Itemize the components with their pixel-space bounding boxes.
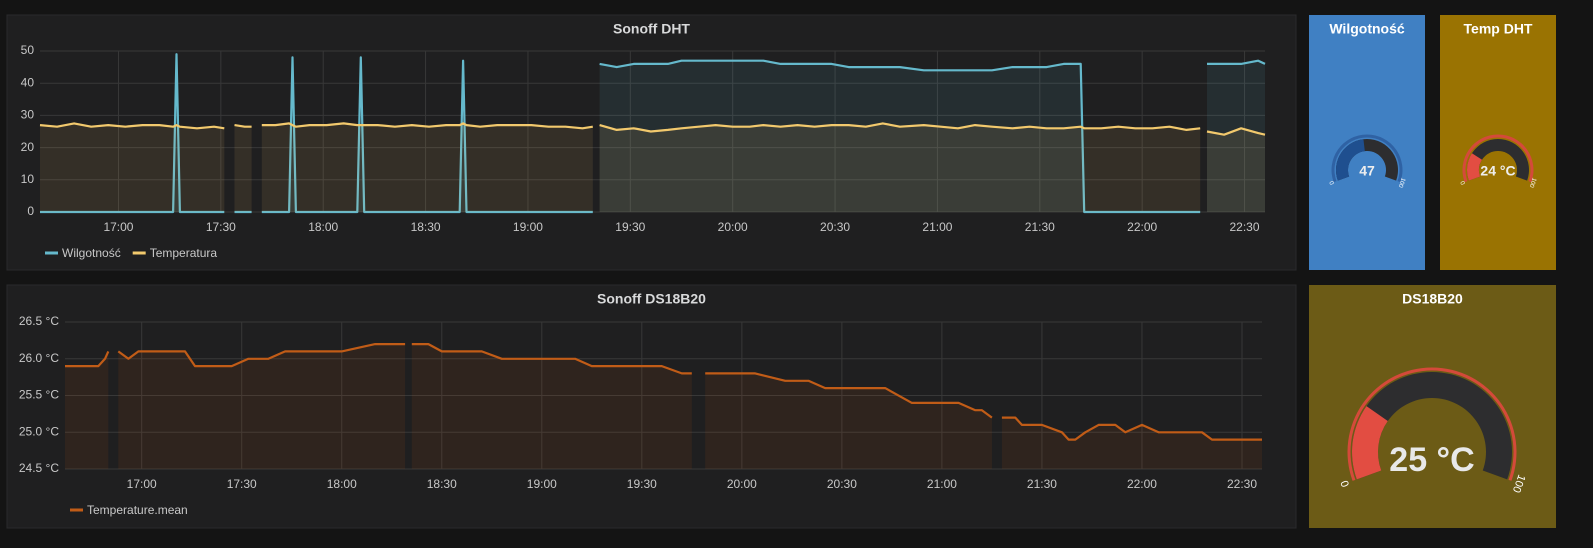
gauge-value-arc	[1467, 153, 1483, 181]
y-tick-label: 40	[21, 75, 35, 89]
panel	[6, 14, 1297, 271]
x-tick-label: 20:30	[820, 220, 850, 234]
gauge-value: 47	[1359, 163, 1375, 179]
x-tick-label: 18:30	[411, 220, 441, 234]
series-area	[40, 123, 1265, 212]
series-line	[40, 53, 1266, 214]
y-tick-label: 0	[27, 204, 34, 218]
panel-title: Sonoff DHT	[613, 21, 690, 37]
x-tick-label: 17:00	[103, 220, 133, 234]
y-tick-label: 10	[21, 172, 35, 186]
x-tick-label: 19:30	[615, 220, 645, 234]
series-line	[65, 343, 1262, 441]
x-tick-label: 18:00	[308, 220, 338, 234]
x-tick-label: 20:30	[827, 477, 857, 491]
x-tick-label: 22:30	[1230, 220, 1260, 234]
x-tick-label: 22:00	[1127, 477, 1157, 491]
x-tick-label: 19:00	[513, 220, 543, 234]
x-tick-label: 19:30	[627, 477, 657, 491]
gauge-value: 25 °C	[1389, 441, 1474, 479]
panel-title: Sonoff DS18B20	[597, 291, 706, 307]
x-tick-label: 21:00	[927, 477, 957, 491]
gauge-tick-label: 0	[1339, 479, 1352, 489]
panel-title: DS18B20	[1402, 291, 1463, 307]
series-area	[65, 344, 1262, 469]
x-tick-label: 21:30	[1027, 477, 1057, 491]
x-tick-label: 17:30	[227, 477, 257, 491]
x-tick-label: 19:00	[527, 477, 557, 491]
x-tick-label: 22:00	[1127, 220, 1157, 234]
gauge-tick-label: 0	[1329, 179, 1336, 185]
y-tick-label: 25.0 °C	[19, 424, 59, 438]
x-tick-label: 17:00	[127, 477, 157, 491]
panel	[6, 284, 1297, 529]
x-tick-label: 21:00	[922, 220, 952, 234]
gauge-tick-label: 0	[1460, 179, 1467, 185]
panel-title: Wilgotność	[1329, 21, 1405, 37]
x-tick-label: 21:30	[1025, 220, 1055, 234]
gauge-tick-label: 100	[1527, 177, 1536, 189]
gauge-value-arc	[1336, 139, 1365, 181]
x-tick-label: 22:30	[1227, 477, 1257, 491]
x-tick-label: 18:30	[427, 477, 457, 491]
gauge-value-arc	[1352, 406, 1388, 480]
x-tick-label: 20:00	[718, 220, 748, 234]
gauge-tick-label: 100	[1396, 177, 1405, 189]
y-tick-label: 24.5 °C	[19, 461, 59, 475]
panel	[1309, 285, 1556, 528]
y-tick-label: 20	[21, 140, 35, 154]
y-tick-label: 50	[21, 43, 35, 57]
legend-label: Temperature.mean	[87, 503, 188, 517]
y-tick-label: 26.0 °C	[19, 351, 59, 365]
gauge-track	[1352, 371, 1512, 480]
x-tick-label: 17:30	[206, 220, 236, 234]
gauge-track	[1467, 139, 1529, 181]
legend-label: Temperatura	[150, 246, 218, 260]
legend-label: Wilgotność	[62, 246, 121, 260]
y-tick-label: 26.5 °C	[19, 314, 59, 328]
y-tick-label: 25.5 °C	[19, 388, 59, 402]
x-tick-label: 20:00	[727, 477, 757, 491]
panel-title: Temp DHT	[1464, 21, 1533, 37]
gauge-tick-label: 100	[1510, 473, 1528, 494]
series-area	[40, 54, 1265, 213]
x-tick-label: 18:00	[327, 477, 357, 491]
series-line	[39, 122, 1266, 136]
y-tick-label: 30	[21, 108, 35, 122]
gauge-value: 24 °C	[1480, 163, 1515, 179]
